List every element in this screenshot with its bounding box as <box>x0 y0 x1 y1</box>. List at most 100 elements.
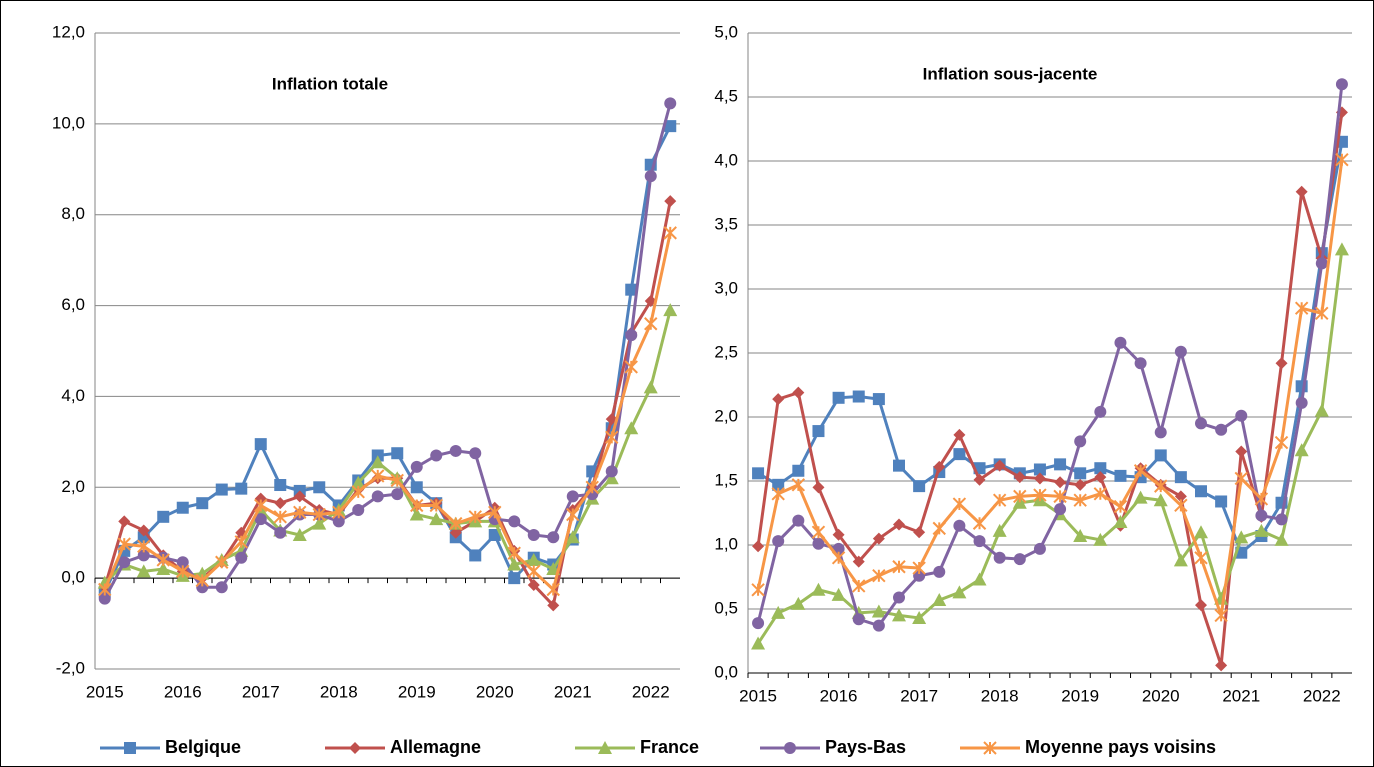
x-tick-label: 2021 <box>1222 686 1260 705</box>
marker <box>1215 495 1228 508</box>
marker <box>1094 462 1107 475</box>
marker <box>1054 476 1067 489</box>
marker <box>973 535 986 548</box>
marker <box>913 569 926 582</box>
marker <box>156 553 170 567</box>
marker <box>1315 306 1329 321</box>
marker <box>912 561 926 575</box>
marker <box>235 482 248 495</box>
marker <box>831 587 846 601</box>
marker <box>566 490 579 503</box>
series <box>751 153 1349 623</box>
series <box>98 226 677 597</box>
marker <box>488 528 501 541</box>
marker <box>932 521 946 536</box>
x-tick-label: 2015 <box>86 682 124 701</box>
marker <box>215 483 228 496</box>
marker <box>1195 417 1207 430</box>
marker <box>605 430 619 445</box>
marker <box>812 481 825 494</box>
chart-title: Inflation totale <box>272 74 388 93</box>
marker <box>332 515 345 528</box>
y-tick-label: 4,5 <box>714 86 738 105</box>
marker <box>871 604 886 618</box>
marker <box>332 505 346 519</box>
y-tick-label: 8,0 <box>61 204 85 223</box>
marker <box>546 582 560 597</box>
marker <box>293 505 307 519</box>
marker <box>992 493 1007 507</box>
marker <box>1134 357 1147 370</box>
marker <box>292 527 307 541</box>
y-tick-label: 0,0 <box>714 662 738 681</box>
marker <box>371 490 384 503</box>
y-tick-label: 4,0 <box>714 150 738 169</box>
marker <box>118 515 131 528</box>
y-tick-label: 3,5 <box>714 214 738 233</box>
marker <box>391 447 404 460</box>
marker <box>792 464 805 477</box>
marker <box>391 488 404 501</box>
marker <box>1215 659 1228 672</box>
marker <box>831 551 846 565</box>
marker <box>349 742 361 754</box>
marker <box>1013 489 1027 504</box>
marker <box>565 530 580 544</box>
marker <box>410 498 424 513</box>
marker <box>137 524 150 537</box>
marker <box>1074 478 1087 491</box>
marker <box>1235 409 1248 422</box>
marker <box>644 317 658 331</box>
marker <box>390 473 404 488</box>
marker <box>468 510 482 524</box>
marker <box>1094 405 1107 418</box>
marker <box>1174 498 1188 513</box>
x-tick-label: 2018 <box>320 682 358 701</box>
marker <box>625 329 638 342</box>
marker <box>527 564 541 579</box>
marker <box>1093 532 1108 546</box>
x-tick-label: 2021 <box>554 682 592 701</box>
marker <box>1255 509 1268 522</box>
marker <box>351 485 365 499</box>
marker <box>1294 443 1309 457</box>
marker <box>312 516 327 530</box>
marker <box>1215 423 1228 436</box>
y-tick-label: 10,0 <box>52 113 85 132</box>
marker <box>409 507 424 521</box>
series-line <box>103 232 672 593</box>
marker <box>913 526 926 539</box>
y-tick-label: 3,0 <box>714 278 738 297</box>
marker <box>527 578 540 591</box>
marker <box>852 390 865 403</box>
marker <box>983 741 997 755</box>
marker <box>1114 336 1127 349</box>
marker <box>547 599 560 612</box>
marker <box>752 540 765 553</box>
marker <box>449 526 462 539</box>
marker <box>566 507 580 522</box>
marker <box>547 531 560 544</box>
marker <box>953 519 966 532</box>
marker <box>1094 471 1107 484</box>
marker <box>527 528 540 541</box>
marker <box>811 525 826 539</box>
marker <box>604 471 619 485</box>
y-tick-label: 2,5 <box>714 342 738 361</box>
marker <box>872 619 885 632</box>
marker <box>771 605 786 619</box>
y-tick-label: 0,0 <box>61 568 85 587</box>
marker <box>1074 467 1087 480</box>
y-tick-label: 12,0 <box>52 22 85 41</box>
marker <box>852 613 865 626</box>
series <box>752 78 1348 632</box>
marker <box>156 562 171 576</box>
marker <box>1174 490 1187 503</box>
marker <box>1294 301 1309 315</box>
marker <box>1033 542 1046 555</box>
marker <box>752 467 765 480</box>
marker <box>624 360 638 374</box>
marker <box>812 537 825 550</box>
marker <box>1174 471 1187 484</box>
marker <box>1275 513 1288 526</box>
